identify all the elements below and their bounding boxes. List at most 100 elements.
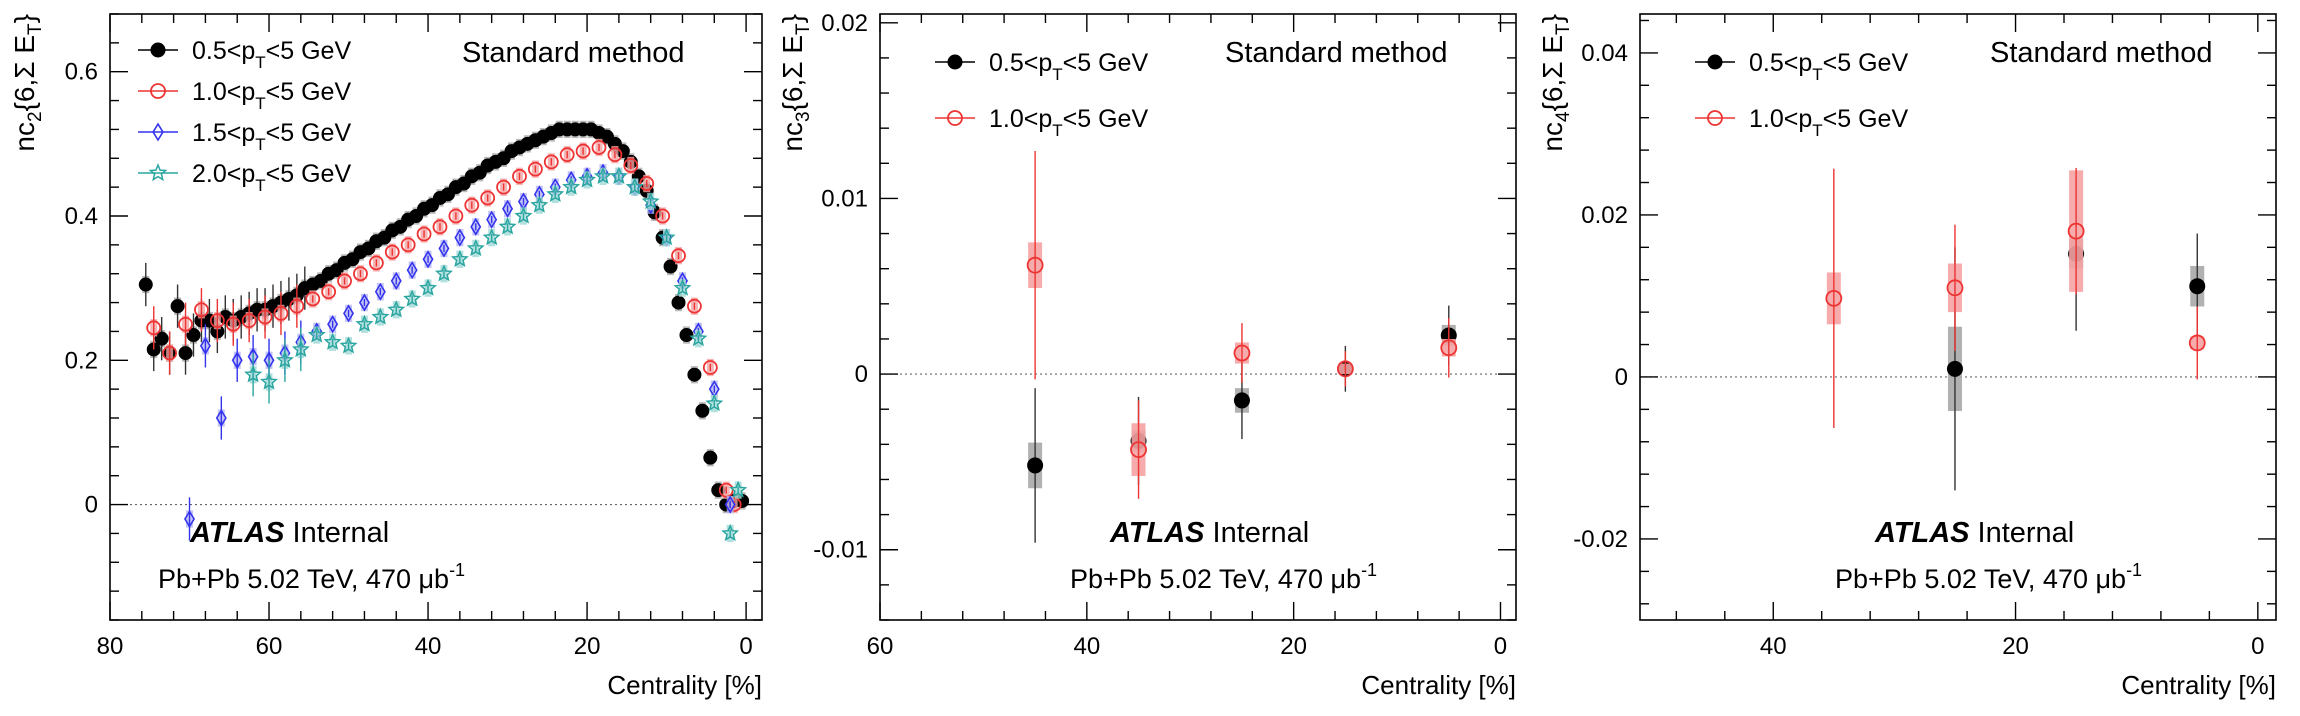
data-point <box>498 217 517 235</box>
data-point <box>671 248 686 264</box>
y-tick-label: 0.01 <box>821 185 868 212</box>
y-tick-label: 0 <box>855 361 868 388</box>
x-tick-label: 20 <box>2002 633 2029 660</box>
data-point <box>225 316 241 332</box>
legend-text: <5 GeV <box>1063 105 1149 133</box>
method-label: Standard method <box>462 37 684 69</box>
legend-entry: 0.5<pT<5 GeV <box>1749 49 1908 84</box>
data-point <box>194 302 209 318</box>
data-point <box>2189 278 2206 295</box>
data-point <box>275 350 295 368</box>
legend-text: <5 GeV <box>1823 49 1909 77</box>
panel-2: 60 40 20 0 -0.01 0 0.01 0.02 Centrality [%] nc3{6… <box>777 10 1517 700</box>
data-point <box>480 190 496 206</box>
data-point <box>1707 110 1723 126</box>
data-point <box>434 264 453 282</box>
x-axis-label: Centrality [%] <box>1361 670 1516 700</box>
data-point <box>337 273 352 289</box>
data-point <box>591 140 607 155</box>
data-point <box>406 261 418 280</box>
y-label-subscript: T <box>1553 23 1574 35</box>
data-point <box>671 295 686 310</box>
panel-1: 80 60 40 20 0 0 0.2 0.4 0.6 Centrality [%] nc2{6,Σ… <box>9 13 763 700</box>
series-2 <box>146 138 742 514</box>
legend-text: 1.0<p <box>192 78 255 106</box>
y-label-base: nc <box>777 122 808 152</box>
legend-entry: 1.0<pT<5 GeV <box>989 105 1148 140</box>
lumi-exponent: -1 <box>449 560 465 580</box>
method-label: Standard method <box>1225 37 1447 69</box>
data-point <box>947 54 963 70</box>
data-point <box>546 184 565 202</box>
legend-subscript: T <box>255 135 265 154</box>
legend-subscript: T <box>1812 65 1822 84</box>
x-tick-label: 0 <box>739 633 752 660</box>
panel-3: 40 20 0 -0.02 0 0.02 0.04 Centrality [%] nc4{6,Σ… <box>1537 13 2277 700</box>
data-point <box>422 250 434 269</box>
data-point <box>530 195 549 213</box>
data-point <box>702 360 718 375</box>
data-point <box>186 328 201 343</box>
data-point <box>2067 222 2085 240</box>
collision-text: Pb+Pb 5.02 TeV, 470 μb <box>1070 564 1361 594</box>
y-label-mid: {6,Σ E <box>777 35 808 111</box>
data-point <box>486 210 498 229</box>
data-point <box>260 372 279 390</box>
data-point <box>289 298 305 314</box>
legend-entry: 0.5<pT<5 GeV <box>989 49 1148 84</box>
data-point <box>416 226 432 242</box>
y-tick-label: -0.01 <box>813 537 868 564</box>
atlas-name: ATLAS <box>189 517 285 549</box>
data-point <box>1233 392 1250 409</box>
y-tick-label: 0 <box>1615 364 1628 391</box>
legend-text: <5 GeV <box>266 160 352 188</box>
data-point <box>1130 441 1147 459</box>
collision-label: Pb+Pb 5.02 TeV, 470 μb-1 <box>158 560 465 594</box>
y-axis-label: nc4{6,Σ ET} <box>1537 14 1574 152</box>
x-axis-label: Centrality [%] <box>2121 670 2276 700</box>
data-point <box>305 291 321 307</box>
x-tick-label: 80 <box>97 633 124 660</box>
data-point <box>448 208 464 224</box>
legend: 0.5<pT<5 GeV 1.0<pT<5 GeV <box>935 49 1148 140</box>
collision-label: Pb+Pb 5.02 TeV, 470 μb-1 <box>1070 560 1377 594</box>
data-point <box>244 365 263 383</box>
legend-text: <5 GeV <box>266 78 352 106</box>
data-point <box>482 228 501 246</box>
data-point <box>438 239 450 258</box>
x-tick-label: 0 <box>1494 633 1507 660</box>
x-tick-label: 60 <box>256 633 283 660</box>
y-label-subscript: T <box>793 23 814 35</box>
y-tick-label: 0 <box>85 492 98 519</box>
legend-text: 0.5<p <box>989 49 1052 77</box>
y-label-mid: {6,Σ E <box>9 35 40 111</box>
data-point <box>432 219 448 235</box>
plot-frame <box>879 13 1517 621</box>
legend-subscript: T <box>1812 121 1822 140</box>
data-point <box>355 314 374 332</box>
internal-tag: Internal <box>1213 517 1310 549</box>
legend-entry: 0.5<pT<5 GeV <box>192 37 351 72</box>
collision-text: Pb+Pb 5.02 TeV, 470 μb <box>1835 564 2126 594</box>
x-tick-label: 0 <box>2251 633 2264 660</box>
legend-text: 1.5<p <box>192 119 255 147</box>
data-point <box>215 408 227 428</box>
data-point <box>502 199 514 218</box>
y-axis-label: nc3{6,Σ ET} <box>777 14 814 152</box>
legend-text: 1.0<p <box>989 105 1052 133</box>
lumi-exponent: -1 <box>1361 560 1377 580</box>
data-point <box>514 206 533 224</box>
data-point <box>496 179 511 195</box>
data-point <box>390 271 402 290</box>
data-point <box>374 282 386 301</box>
data-point <box>231 351 243 370</box>
data-point <box>339 336 358 354</box>
data-point <box>1946 360 1963 377</box>
data-point <box>241 313 257 329</box>
data-point <box>562 177 581 195</box>
data-point <box>178 316 193 332</box>
legend-subscript: T <box>255 53 265 72</box>
data-point <box>403 289 422 307</box>
